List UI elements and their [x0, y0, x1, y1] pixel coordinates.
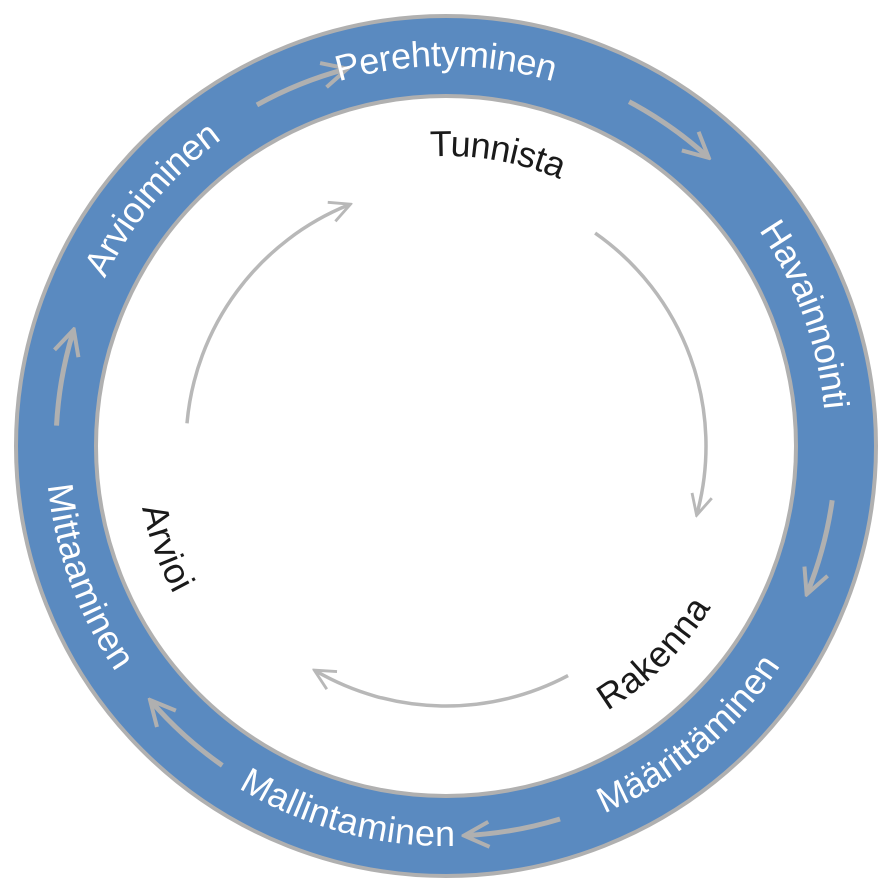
cycle-diagram: PerehtyminenHavainnointiMäärittäminenMal… [0, 0, 892, 892]
inner-ring-cutout [96, 96, 796, 796]
